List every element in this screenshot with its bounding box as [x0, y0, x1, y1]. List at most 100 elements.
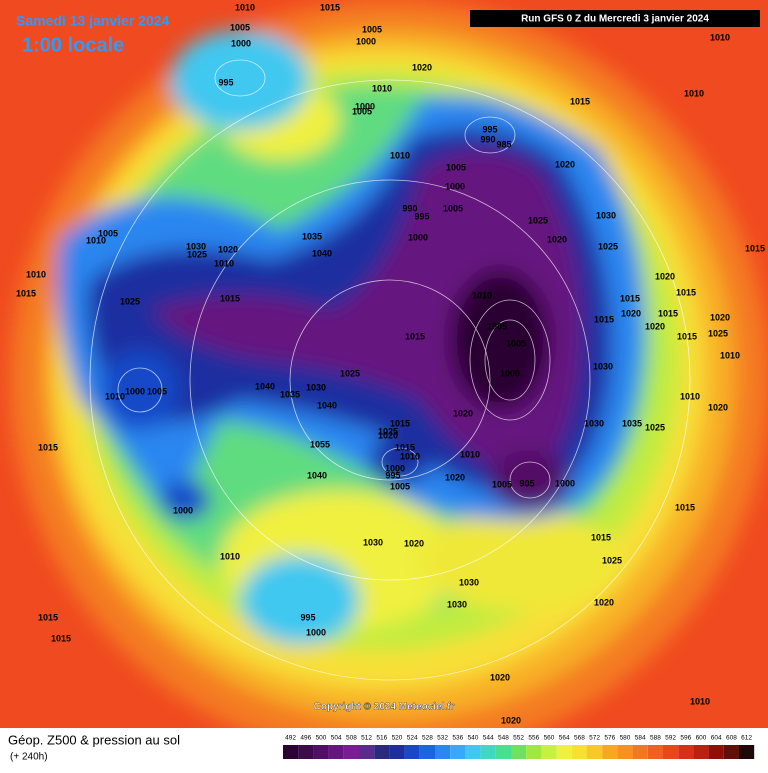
legend-label: 516	[376, 735, 387, 742]
pressure-label: 1025	[120, 296, 140, 306]
pressure-label: 1010	[680, 391, 700, 401]
pressure-label: 1005	[506, 338, 526, 348]
legend-swatch	[571, 745, 587, 759]
legend-swatch	[617, 745, 633, 759]
pressure-label: 1005	[362, 24, 382, 34]
legend-swatch	[739, 745, 755, 759]
legend-swatch	[374, 745, 390, 759]
pressure-label: 1000	[173, 505, 193, 515]
legend-label: 512	[361, 735, 372, 742]
legend-swatch	[328, 745, 344, 759]
pressure-label: 1005	[230, 22, 250, 32]
pressure-label: 990	[402, 203, 417, 213]
legend-label: 572	[589, 735, 600, 742]
pressure-label: 1025	[340, 368, 360, 378]
pressure-label: 1020	[708, 402, 728, 412]
pressure-label: 1020	[501, 715, 521, 725]
pressure-label: 1015	[620, 293, 640, 303]
legend-label: 576	[604, 735, 615, 742]
legend-swatch	[723, 745, 739, 759]
pressure-label: 1010	[220, 551, 240, 561]
pressure-label: 1015	[220, 293, 240, 303]
pressure-label: 1000	[306, 627, 326, 637]
pressure-label: 1015	[38, 442, 58, 452]
legend-label: 496	[300, 735, 311, 742]
pressure-label: 1010	[105, 391, 125, 401]
legend-swatch	[480, 745, 496, 759]
legend-swatch	[283, 745, 299, 759]
pressure-label: 1015	[745, 243, 765, 253]
pressure-label: 1000	[555, 478, 575, 488]
legend-label: 612	[741, 735, 752, 742]
pressure-label: 1015	[677, 331, 697, 341]
legend-swatch	[359, 745, 375, 759]
pressure-label: 1020	[490, 672, 510, 682]
legend-swatch	[556, 745, 572, 759]
pressure-label: 1020	[547, 234, 567, 244]
pressure-label: 995	[385, 470, 400, 480]
pressure-label: 1000	[385, 463, 405, 473]
pressure-label: 1025	[708, 328, 728, 338]
pressure-label: 1030	[593, 361, 613, 371]
pressure-label: 1030	[459, 577, 479, 587]
legend-swatch	[343, 745, 359, 759]
pressure-label: 1010	[86, 235, 106, 245]
pressure-label: 1015	[570, 96, 590, 106]
pressure-label: 1005	[492, 479, 512, 489]
legend-swatch	[602, 745, 618, 759]
pressure-label: 1030	[447, 599, 467, 609]
pressure-label: 1010	[460, 449, 480, 459]
pressure-label: 1000	[408, 232, 428, 242]
legend-label: 536	[452, 735, 463, 742]
legend-swatch	[450, 745, 466, 759]
legend-label: 592	[665, 735, 676, 742]
legend-label: 568	[574, 735, 585, 742]
legend-swatch	[541, 745, 557, 759]
pressure-label: 1020	[655, 271, 675, 281]
legend-swatch	[663, 745, 679, 759]
legend-label: 540	[468, 735, 479, 742]
pressure-label: 1010	[26, 269, 46, 279]
legend-swatch	[678, 745, 694, 759]
legend-label: 532	[437, 735, 448, 742]
pressure-label: 1030	[584, 418, 604, 428]
pressure-label: 1040	[312, 248, 332, 258]
pressure-label: 1000	[445, 181, 465, 191]
legend-label: 596	[680, 735, 691, 742]
pressure-label: 1020	[710, 312, 730, 322]
legend-swatch	[389, 745, 405, 759]
pressure-label: 1010	[690, 696, 710, 706]
pressure-label: 1035	[622, 418, 642, 428]
legend-label: 608	[726, 735, 737, 742]
copyright: Copyright © 2024 Meteociel.fr	[314, 702, 455, 713]
pressure-label: 995	[414, 211, 429, 221]
pressure-label: 1025	[645, 422, 665, 432]
pressure-label: 1015	[675, 502, 695, 512]
legend-label: 508	[346, 735, 357, 742]
pressure-label: 1055	[310, 439, 330, 449]
legend-swatch	[632, 745, 648, 759]
pressure-label: 985	[496, 139, 511, 149]
legend-label: 548	[498, 735, 509, 742]
legend-label: 560	[544, 735, 555, 742]
legend-swatch	[693, 745, 709, 759]
pressure-label: 1000	[356, 36, 376, 46]
run-banner	[470, 10, 760, 27]
pressure-label: 1025	[602, 555, 622, 565]
legend-label: 556	[528, 735, 539, 742]
legend-swatch	[511, 745, 527, 759]
legend-label: 580	[620, 735, 631, 742]
pressure-label: 995	[300, 612, 315, 622]
pressure-label: 990	[480, 134, 495, 144]
pressure-label: 1015	[658, 308, 678, 318]
pressure-label: 1020	[555, 159, 575, 169]
pressure-label: 1010	[390, 150, 410, 160]
legend-swatch	[435, 745, 451, 759]
legend-swatch	[465, 745, 481, 759]
legend-swatch	[647, 745, 663, 759]
pressure-label: 1005	[147, 386, 167, 396]
legend-label: 604	[711, 735, 722, 742]
pressure-label: 1010	[400, 451, 420, 461]
